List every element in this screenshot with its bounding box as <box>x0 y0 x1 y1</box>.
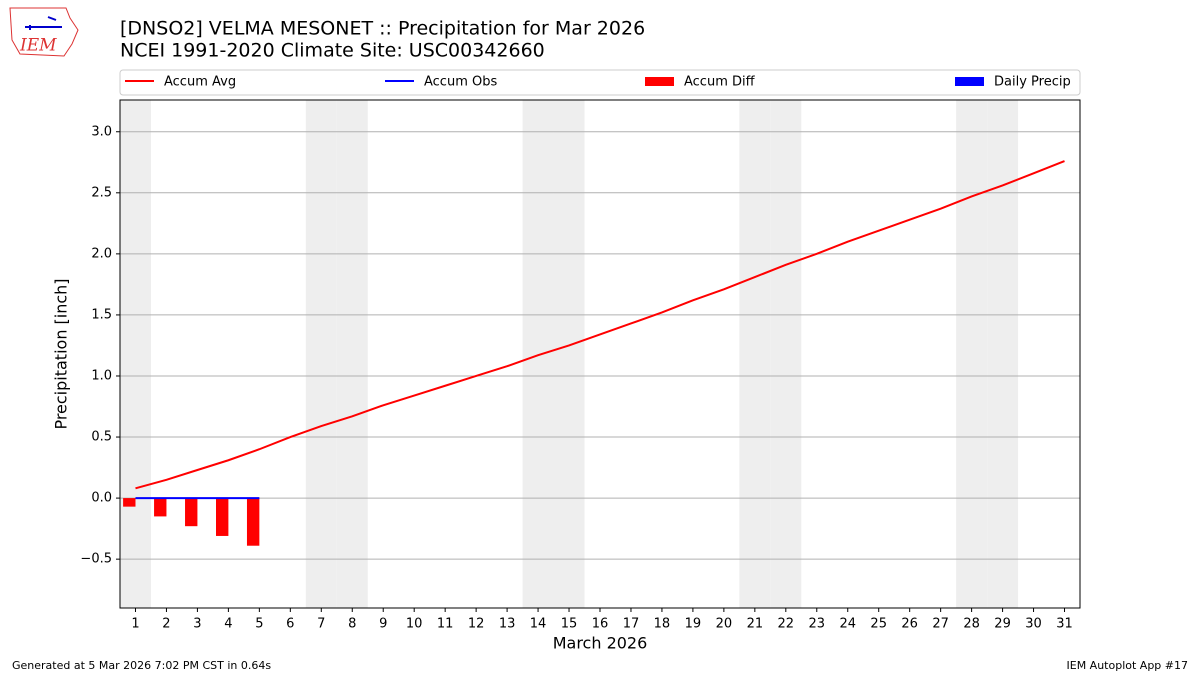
weekend-band <box>553 100 585 608</box>
x-tick-label: 19 <box>685 617 702 632</box>
bar <box>185 498 198 527</box>
x-tick-label: 31 <box>1056 617 1073 632</box>
y-tick-label: 1.5 <box>91 307 112 322</box>
legend-box <box>119 69 1081 96</box>
x-tick-label: 12 <box>468 617 485 632</box>
weekend-band <box>987 100 1019 608</box>
weekend-band <box>305 100 337 608</box>
plot-frame <box>119 99 1081 609</box>
chart-title: [DNSO2] VELMA MESONET :: Precipitation f… <box>120 18 645 40</box>
footer-left: Generated at 5 Mar 2026 7:02 PM CST in 0… <box>12 659 271 672</box>
x-tick-label: 21 <box>747 617 764 632</box>
weekend-band <box>956 100 988 608</box>
legend-swatch <box>955 77 984 86</box>
bar <box>246 498 260 546</box>
x-tick-label: 1 <box>131 617 139 632</box>
x-tick-label: 20 <box>716 617 733 632</box>
x-tick-label: 2 <box>162 617 170 632</box>
x-tick-label: 29 <box>994 617 1011 632</box>
y-tick-label: 1.0 <box>91 368 112 383</box>
x-tick-label: 30 <box>1025 617 1042 632</box>
legend-label: Accum Diff <box>684 75 756 90</box>
y-tick-label: 2.5 <box>91 185 112 200</box>
bar <box>154 498 167 517</box>
bar <box>216 498 229 536</box>
x-tick-label: 25 <box>870 617 887 632</box>
x-tick-label: 13 <box>499 617 516 632</box>
x-tick-label: 3 <box>193 617 201 632</box>
y-tick-label: 3.0 <box>91 124 112 139</box>
x-tick-label: 9 <box>379 617 387 632</box>
logo-icon <box>25 16 62 30</box>
x-tick-label: 16 <box>592 617 609 632</box>
series-line <box>135 160 1065 490</box>
x-axis-label: March 2026 <box>553 634 648 653</box>
x-tick-label: 26 <box>901 617 918 632</box>
x-tick-label: 14 <box>530 617 547 632</box>
x-tick-label: 6 <box>286 617 294 632</box>
weekend-band <box>739 100 771 608</box>
x-tick-label: 10 <box>406 617 423 632</box>
x-tick-label: 17 <box>623 617 640 632</box>
legend-swatch <box>645 77 674 86</box>
logo-text: IEM <box>19 36 57 56</box>
legend-label: Daily Precip <box>994 75 1071 90</box>
x-tick-label: 18 <box>654 617 671 632</box>
bar <box>123 498 136 507</box>
x-tick-label: 8 <box>348 617 356 632</box>
legend-label: Accum Avg <box>164 75 236 90</box>
weekend-band <box>336 100 368 608</box>
y-tick-label: 2.0 <box>91 246 112 261</box>
x-tick-label: 7 <box>317 617 325 632</box>
x-tick-label: 11 <box>437 617 454 632</box>
y-tick-label: 0.0 <box>91 491 112 506</box>
weekend-band <box>120 100 151 608</box>
y-tick-label: 0.5 <box>91 430 112 445</box>
x-tick-label: 28 <box>963 617 980 632</box>
footer-right: IEM Autoplot App #17 <box>1067 659 1189 672</box>
logo-outline <box>9 7 79 57</box>
legend-label: Accum Obs <box>424 75 497 90</box>
x-tick-label: 4 <box>224 617 232 632</box>
x-tick-label: 27 <box>932 617 949 632</box>
y-tick-label: −0.5 <box>80 552 112 567</box>
x-tick-label: 15 <box>561 617 578 632</box>
x-tick-label: 23 <box>809 617 826 632</box>
x-tick-label: 22 <box>778 617 795 632</box>
weekend-band <box>522 100 554 608</box>
x-tick-label: 5 <box>255 617 263 632</box>
chart-subtitle: NCEI 1991-2020 Climate Site: USC00342660 <box>120 40 545 62</box>
y-axis-label: Precipitation [inch] <box>52 278 71 429</box>
weekend-band <box>770 100 802 608</box>
logo: IEM <box>9 7 79 57</box>
x-tick-label: 24 <box>839 617 856 632</box>
